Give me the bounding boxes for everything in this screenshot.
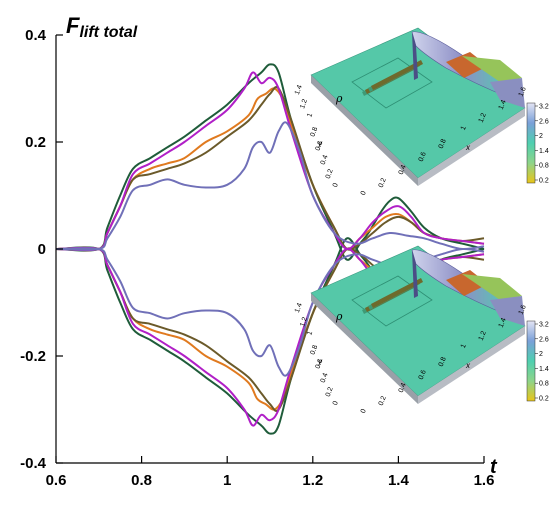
x-axis-label: t [490, 456, 498, 478]
inset-channel-outline [351, 275, 433, 327]
series-line-5-upper [55, 121, 485, 251]
inset-surface-floor [310, 245, 526, 397]
inset-y-tick: 0 [332, 400, 340, 406]
inset-ramp [462, 56, 522, 82]
inset-wall-end [490, 296, 525, 326]
y-tick-label: -0.2 [20, 348, 46, 365]
x-tick-label: 1.6 [474, 472, 495, 489]
x-tick-label: 1 [223, 472, 231, 489]
x-tick-label: 0.8 [131, 472, 152, 489]
inset-x-tick: 0 [360, 190, 368, 196]
inset-x-tick: 0.4 [398, 382, 408, 394]
inset-x-tick: 1.2 [478, 112, 488, 124]
inset-x-axis-label: x [465, 361, 471, 370]
inset-y-tick: 1.4 [294, 84, 304, 96]
inset-shock-front [412, 32, 418, 80]
chart-title: Flift total [66, 13, 138, 41]
inset-surface-side-right [418, 326, 525, 404]
inset-y-axis-label: y [317, 139, 323, 148]
inset-colorbar-tick: 2.6 [539, 336, 549, 343]
inset-colorbar [526, 320, 536, 402]
inset-surface-floor [310, 27, 526, 179]
chart-title-subscript: lift total [79, 24, 137, 41]
inset-surface-side-right [418, 108, 525, 186]
series-line-1-upper [55, 63, 485, 261]
series-line-4-upper [55, 71, 485, 252]
y-tick-label: 0.2 [25, 134, 46, 151]
y-tick-label: 0.4 [25, 27, 47, 44]
inset-y-tick: 0.8 [309, 126, 319, 138]
inset-wall-end [490, 78, 525, 108]
x-axis-ticks: 0.6 0.8 1 1.2 1.4 1.6 [46, 456, 495, 489]
inset-colorbar-tick: 0.2 [539, 178, 549, 185]
inset-colorbar-tick: 2 [539, 351, 543, 358]
x-tick-label: 0.6 [46, 472, 67, 489]
inset-y-tick: 0.4 [320, 154, 330, 166]
inset-y-tick: 1.4 [294, 302, 304, 314]
inset-x-tick: 0.6 [418, 369, 428, 381]
inset-y-tick: 1.2 [299, 316, 309, 328]
inset-plate-ridge [371, 60, 423, 90]
inset-rho-label: ρ [335, 92, 343, 105]
inset-x-tick: 0.6 [418, 151, 428, 163]
inset-x-tick: 0.2 [378, 177, 388, 189]
inset-colorbar-tick: 3.2 [539, 322, 549, 329]
series-line-2-upper [55, 87, 485, 252]
inset-x-tick: 1 [460, 125, 468, 131]
inset-rho-label: ρ [335, 310, 343, 323]
x-tick-label: 1.2 [302, 472, 323, 489]
inset-colorbar-tick: 0.8 [539, 163, 549, 170]
y-tick-label: 0 [38, 241, 46, 258]
inset-surface-side-left [311, 293, 418, 404]
inset-x-axis-label: x [465, 143, 471, 152]
inset-x-tick: 1 [460, 343, 468, 349]
inset-colorbar-tick: 0.8 [539, 381, 549, 388]
inset-x-tick: 1.4 [498, 317, 508, 329]
inset-channel-outline [351, 57, 433, 109]
inset-y-tick: 0.8 [309, 344, 319, 356]
inset-colorbar-tick: 1.4 [539, 366, 549, 373]
inset-ramp [462, 274, 522, 300]
density-inset-bottom: ρ 0 0.2 0.4 0.6 0.8 1 1.2 1.4 y 0 0.2 0.4 0.6 0.8 1 1.2 1… [294, 245, 549, 414]
inset-plate-ridge [371, 278, 423, 308]
inset-x-tick: 0 [360, 408, 368, 414]
inset-colorbar-tick: 0.2 [539, 396, 549, 403]
inset-x-tick: 1.6 [518, 304, 528, 316]
inset-y-tick: 1.2 [299, 98, 309, 110]
inset-shock-front [412, 250, 418, 298]
inset-y-tick: 0.6 [315, 358, 325, 370]
y-axis-ticks: 0.4 0.2 0 -0.2 -0.4 [20, 27, 63, 472]
inset-y-tick: 0.2 [325, 168, 335, 180]
inset-y-tick: 0.4 [320, 372, 330, 384]
inset-colorbar-tick: 3.2 [539, 104, 549, 111]
inset-surface-side-left [311, 75, 418, 186]
inset-y-tick: 1 [306, 330, 314, 336]
inset-x-tick: 1.4 [498, 99, 508, 111]
inset-y-tick: 1 [306, 112, 314, 118]
inset-colorbar [526, 102, 536, 184]
inset-y-tick: 0.6 [315, 140, 325, 152]
inset-x-tick: 1.6 [518, 86, 528, 98]
inset-x-tick: 1.2 [478, 330, 488, 342]
inset-colorbar-tick: 2.6 [539, 118, 549, 125]
inset-x-tick: 0.4 [398, 164, 408, 176]
inset-x-tick: 0.2 [378, 395, 388, 407]
inset-x-tick: 0.8 [438, 138, 448, 150]
inset-colorbar-tick: 1.4 [539, 148, 549, 155]
inset-y-tick: 0.2 [325, 386, 335, 398]
inset-colorbar-tick: 2 [539, 133, 543, 140]
inset-y-tick: 0 [332, 182, 340, 188]
chart-title-main: F [66, 13, 80, 38]
y-tick-label: -0.4 [20, 455, 47, 472]
density-inset-top: ρ 0 0.2 0.4 0.6 0.8 1 1.2 1.4 y 0 0.2 0.4 0.6 0.8 1 1.2 1… [294, 27, 549, 196]
inset-x-tick: 0.8 [438, 356, 448, 368]
inset-y-axis-label: y [317, 357, 323, 366]
x-tick-label: 1.4 [388, 472, 410, 489]
